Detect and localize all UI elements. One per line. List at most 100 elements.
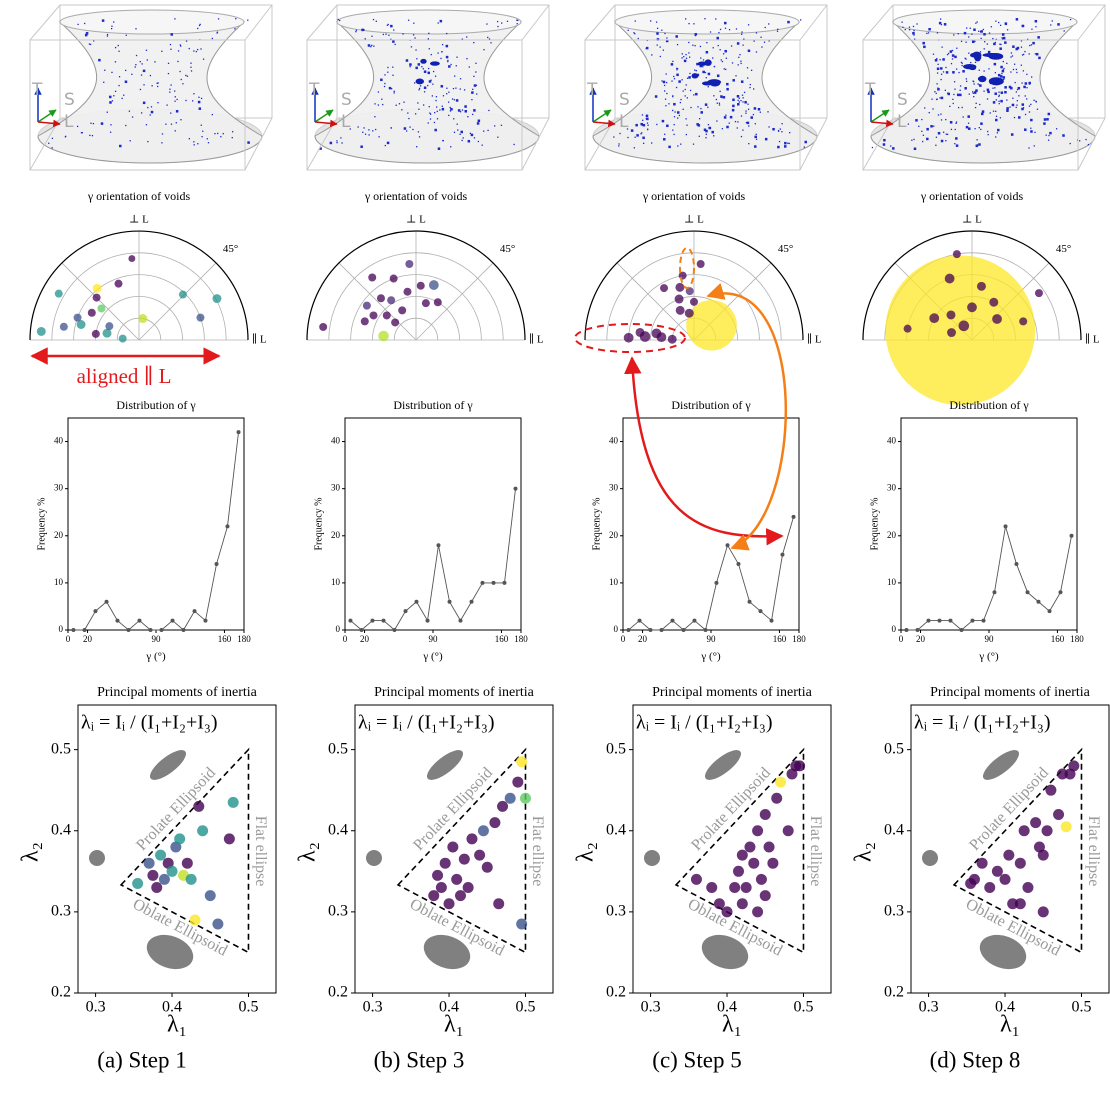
polar-title: γ orientation of voids (364, 189, 468, 203)
void-dot (913, 29, 915, 32)
y-tick-label: 0 (336, 624, 341, 634)
angle-label: 45° (778, 243, 793, 255)
void-dot (170, 112, 172, 114)
void-dot (979, 51, 982, 53)
void-dot (713, 95, 715, 97)
void-dot (738, 56, 740, 58)
void-dot (734, 120, 737, 123)
void-dot (744, 101, 747, 104)
void-dot (911, 139, 913, 141)
void-dot (179, 44, 181, 46)
moment-point (794, 760, 806, 772)
void-point (102, 328, 112, 338)
axis-letter: T (864, 80, 876, 100)
frequency-point (648, 628, 653, 632)
void-dot (390, 38, 392, 40)
y-axis-label: λ₂ (18, 842, 44, 862)
void-dot (987, 50, 991, 54)
void-dot (940, 113, 942, 115)
void-dot (947, 52, 950, 55)
moment-point (181, 857, 193, 869)
moment-point (504, 792, 516, 804)
void-point (178, 290, 187, 299)
void-dot (953, 81, 956, 83)
void-dot (113, 95, 115, 97)
void-dot (738, 97, 740, 99)
void-dot (953, 34, 955, 36)
void-dot (1035, 52, 1039, 56)
void-dot (732, 98, 735, 102)
void-dot (513, 143, 515, 146)
void-dot (197, 27, 199, 30)
axis-letter: L (64, 112, 74, 132)
void-point (684, 308, 694, 318)
void-dot (928, 111, 930, 114)
void-dot (723, 68, 725, 70)
void-dot (955, 121, 958, 123)
void-dot (693, 94, 695, 96)
x-tick-label: 180 (792, 634, 806, 644)
void-cluster (415, 78, 425, 85)
line-title: Distribution of γ (116, 398, 196, 412)
frequency-point (359, 628, 364, 632)
void-dot (428, 48, 430, 50)
x-tick-label: 0.3 (641, 999, 661, 1016)
moment-point (736, 849, 748, 861)
void-dot (341, 142, 343, 144)
void-dot (686, 97, 688, 99)
void-dot (402, 33, 404, 35)
void-dot (954, 88, 956, 90)
void-dot (1004, 90, 1007, 94)
void-dot (423, 70, 427, 73)
void-dot (983, 90, 985, 92)
void-dot (743, 38, 745, 41)
y-axis-label: Frequency % (869, 497, 880, 550)
void-dot (949, 50, 953, 53)
void-dot (109, 101, 112, 104)
void-dot (199, 23, 201, 26)
void-dot (368, 134, 370, 136)
frequency-line (73, 432, 239, 631)
void-dot (676, 73, 679, 77)
void-dot (760, 36, 762, 38)
void-dot (192, 100, 194, 102)
frequency-point (659, 628, 664, 632)
line-title: Distribution of γ (393, 398, 473, 412)
frequency-point (681, 628, 686, 632)
void-dot (1034, 53, 1037, 55)
void-dot (752, 113, 755, 116)
void-dot (717, 44, 719, 47)
void-dot (190, 70, 193, 72)
void-dot (940, 96, 944, 100)
void-dot (974, 128, 976, 130)
void-point (696, 259, 705, 268)
polar-title: γ orientation of voids (920, 189, 1024, 203)
void-dot (680, 98, 682, 101)
frequency-point (403, 609, 408, 614)
void-dot (415, 49, 417, 51)
void-dot (672, 109, 674, 112)
void-dot (382, 33, 385, 36)
box-edge (306, 4, 338, 41)
x-tick-label: 0 (66, 634, 71, 644)
moment-point (748, 857, 760, 869)
void-dot (1021, 107, 1024, 111)
moment-point (174, 833, 186, 845)
void-dot (435, 96, 438, 98)
prolate-icon (426, 750, 464, 780)
void-dot (740, 135, 743, 138)
void-dot (955, 68, 958, 70)
void-dot (908, 26, 911, 28)
moment-point (193, 800, 205, 812)
void-dot (675, 86, 678, 89)
void-dot (726, 125, 729, 129)
void-dot (962, 70, 965, 73)
void-point (405, 259, 414, 268)
x-axis-label: λ₁ (444, 1012, 464, 1038)
perp-label: ⊥ L (406, 214, 426, 226)
sphere-icon (922, 850, 938, 866)
void-dot (220, 136, 222, 138)
void-dot (198, 107, 202, 110)
void-dot (981, 110, 985, 113)
void-dot (922, 134, 925, 136)
